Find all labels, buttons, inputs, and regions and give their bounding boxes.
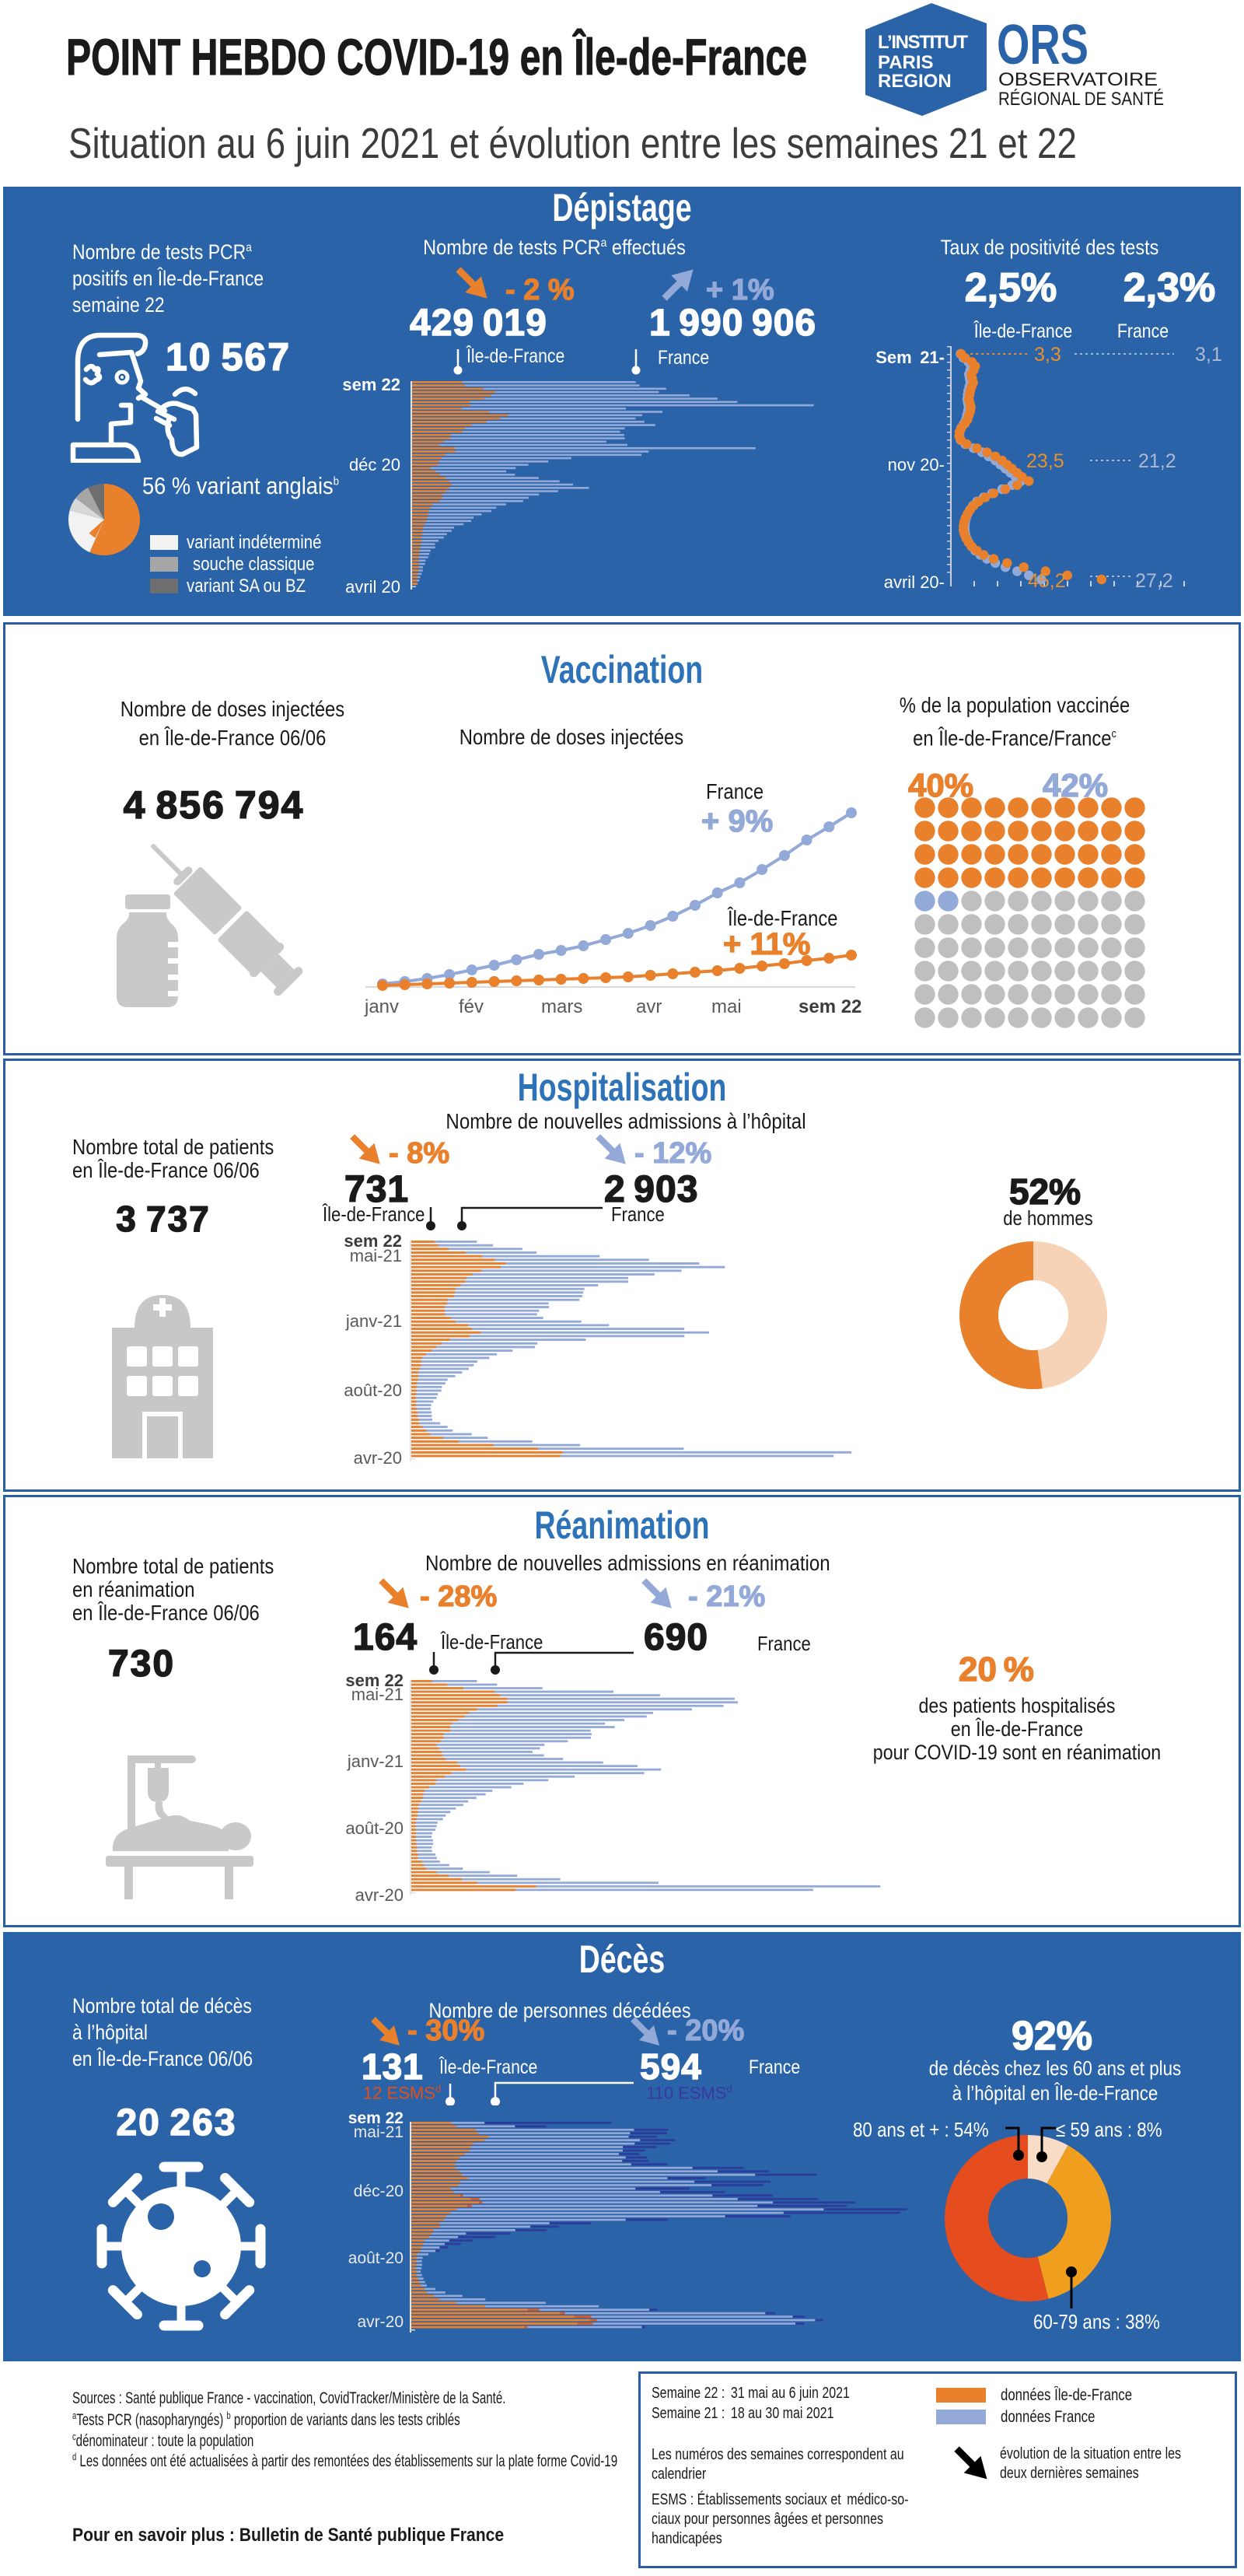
- svg-text:L’INSTITUT: L’INSTITUT: [878, 32, 968, 53]
- svg-text:RÉGIONAL DE SANTÉ: RÉGIONAL DE SANTÉ: [998, 89, 1164, 110]
- svg-text:ORS: ORS: [997, 14, 1088, 76]
- svg-text:PARIS: PARIS: [878, 52, 934, 73]
- svg-text:OBSERVATOIRE: OBSERVATOIRE: [998, 69, 1158, 90]
- svg-text:REGION: REGION: [878, 71, 952, 92]
